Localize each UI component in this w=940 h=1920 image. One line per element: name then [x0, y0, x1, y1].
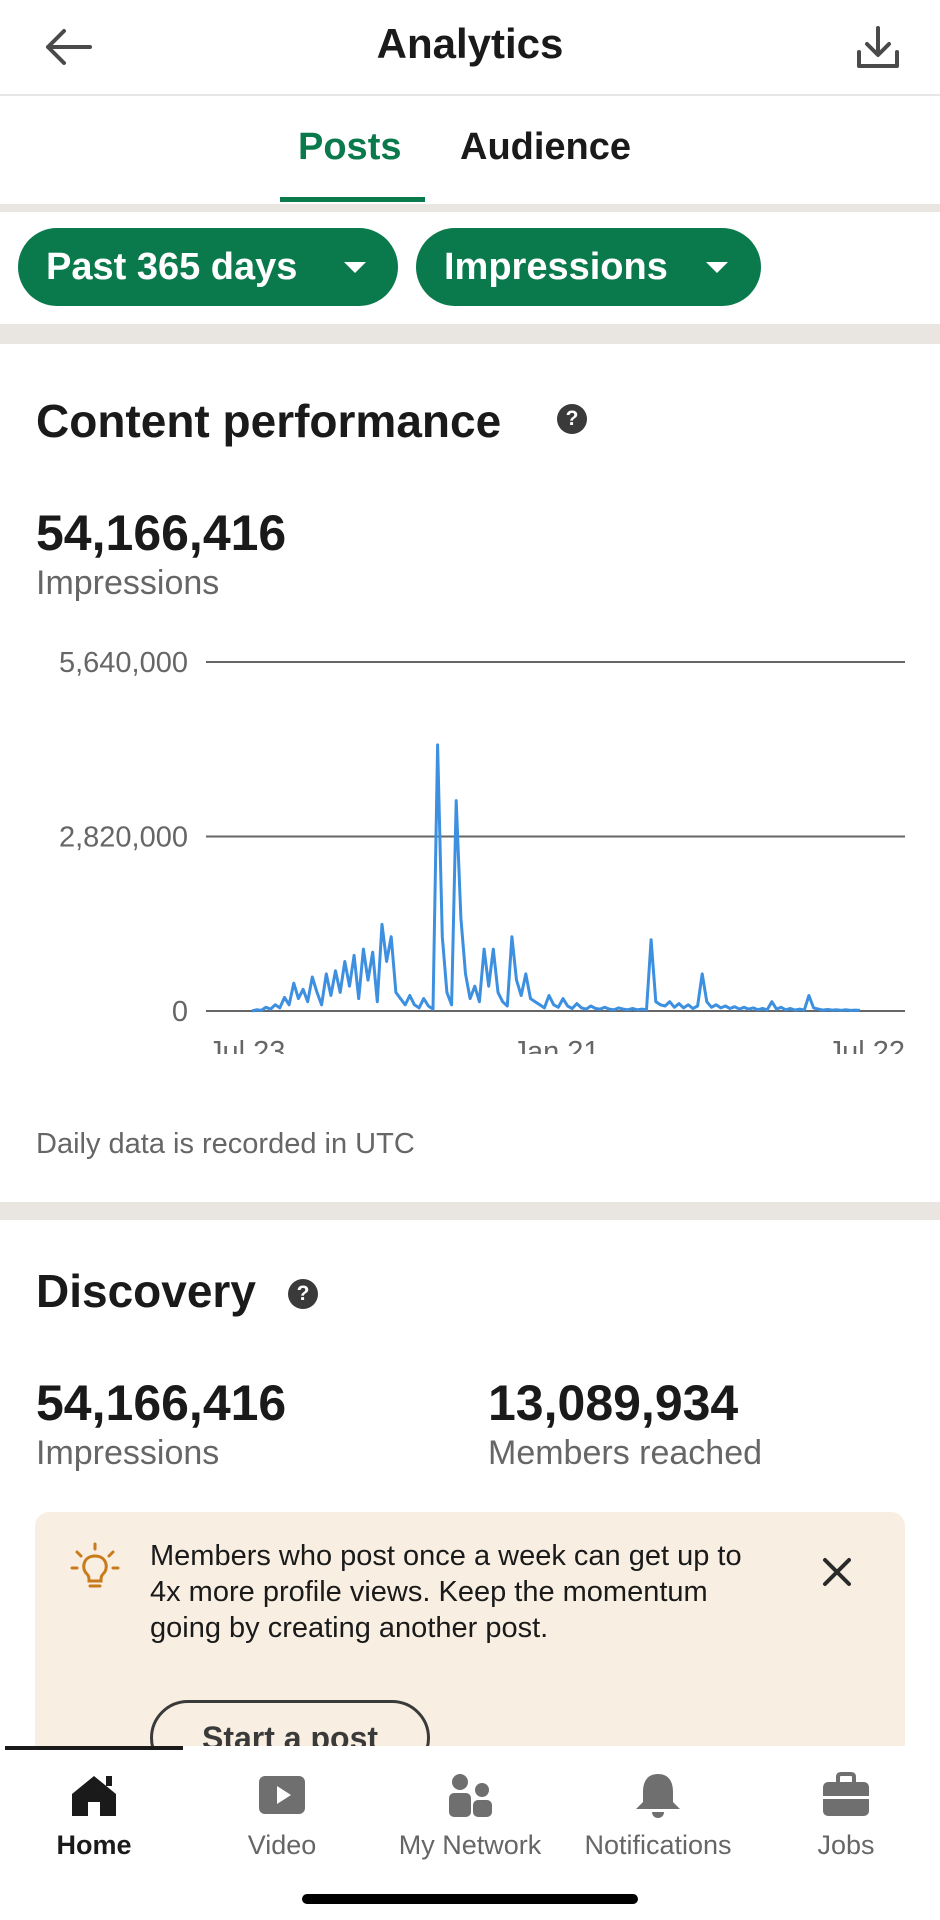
nav-notifications[interactable]: Notifications	[564, 1758, 752, 1861]
arrow-left-icon[interactable]	[40, 22, 98, 72]
content-performance-card: Content performance ? 54,166,416 Impress…	[0, 344, 940, 1202]
close-icon[interactable]	[819, 1554, 855, 1590]
y-tick-label: 5,640,000	[59, 647, 188, 679]
divider	[0, 1202, 940, 1220]
bottom-navigation: Home Video My Network Notifications Job	[0, 1746, 940, 1920]
tab-audience[interactable]: Audience	[460, 126, 632, 168]
period-filter-label: Past 365 days	[46, 246, 298, 288]
nav-jobs[interactable]: Jobs	[752, 1758, 940, 1861]
divider	[0, 204, 940, 212]
nav-label: Video	[247, 1830, 317, 1860]
impressions-chart: 5,640,000 2,820,000 0 Jul 23 Jan 21 Jul 22	[59, 647, 905, 1054]
x-tick-label: Jan 21	[512, 1036, 599, 1054]
metric-filter-label: Impressions	[444, 246, 668, 288]
members-reached-label: Members reached	[488, 1434, 763, 1472]
discovery-impressions-value: 54,166,416	[36, 1375, 287, 1431]
start-post-button[interactable]: Start a post	[150, 1700, 430, 1748]
active-nav-indicator	[5, 1746, 183, 1750]
utc-note: Daily data is recorded in UTC	[36, 1128, 415, 1160]
discovery-impressions-label: Impressions	[36, 1434, 220, 1472]
download-icon[interactable]	[852, 22, 904, 74]
filter-bar: Past 365 days Impressions	[0, 212, 940, 324]
divider	[0, 324, 940, 344]
impressions-series-line	[251, 743, 861, 1013]
x-tick-label: Jul 23	[208, 1036, 285, 1054]
tab-bar: Posts Audience	[0, 96, 940, 204]
tip-banner: Members who post once a week can get up …	[35, 1512, 905, 1748]
question-icon[interactable]: ?	[288, 1279, 318, 1309]
y-tick-label: 0	[172, 996, 188, 1028]
nav-label: Notifications	[584, 1830, 732, 1860]
impressions-total: 54,166,416	[36, 505, 287, 561]
section-title: Discovery	[36, 1265, 256, 1317]
metric-filter-button[interactable]: Impressions	[416, 228, 761, 306]
nav-home[interactable]: Home	[0, 1758, 188, 1861]
app-header: Analytics	[0, 0, 940, 96]
lightbulb-icon	[70, 1542, 120, 1588]
network-icon	[449, 1774, 492, 1817]
y-tick-label: 2,820,000	[59, 822, 188, 854]
caret-down-icon	[344, 262, 366, 273]
briefcase-icon	[823, 1772, 869, 1816]
tip-message: Members who post once a week can get up …	[150, 1540, 742, 1644]
nav-label: Jobs	[817, 1830, 875, 1860]
page-title: Analytics	[376, 20, 564, 67]
section-title: Content performance	[36, 395, 502, 447]
tab-posts[interactable]: Posts	[298, 126, 402, 168]
discovery-card: Discovery ? 54,166,416 Impressions 13,08…	[0, 1220, 940, 1750]
nav-video[interactable]: Video	[188, 1758, 376, 1861]
active-tab-indicator	[280, 197, 425, 202]
nav-label: Home	[56, 1830, 132, 1860]
home-indicator	[302, 1894, 638, 1904]
home-icon	[72, 1776, 116, 1816]
video-icon	[259, 1776, 305, 1814]
nav-label: My Network	[398, 1830, 542, 1860]
period-filter-button[interactable]: Past 365 days	[18, 228, 398, 306]
x-tick-label: Jul 22	[828, 1036, 905, 1054]
nav-my-network[interactable]: My Network	[376, 1758, 564, 1861]
question-icon[interactable]: ?	[557, 404, 587, 434]
members-reached-value: 13,089,934	[488, 1375, 739, 1431]
bell-icon	[636, 1774, 680, 1818]
caret-down-icon	[706, 262, 728, 273]
impressions-label: Impressions	[36, 564, 220, 602]
